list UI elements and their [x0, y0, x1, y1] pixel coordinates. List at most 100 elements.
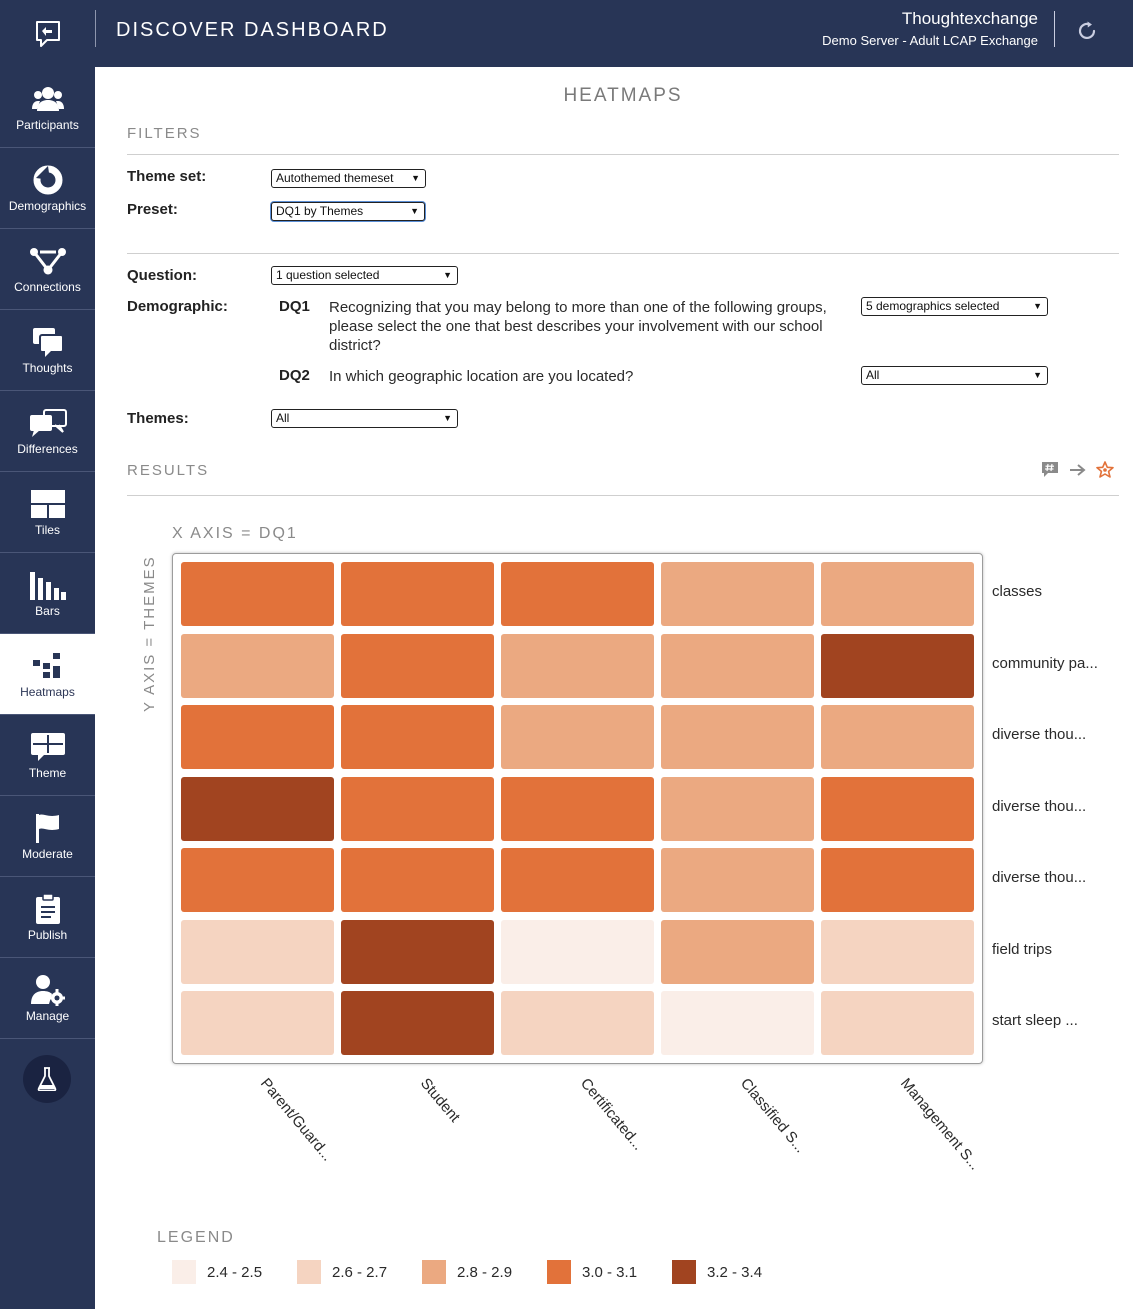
app-title: DISCOVER DASHBOARD [116, 19, 389, 41]
sidebar-item-connections[interactable]: Connections [0, 229, 95, 310]
sidebar-item-moderate[interactable]: Moderate [0, 796, 95, 877]
page-title: HEATMAPS [563, 85, 683, 106]
sidebar-item-label: Participants [16, 118, 79, 132]
sidebar-item-tiles[interactable]: Tiles [0, 472, 95, 553]
sidebar-item-demographics[interactable]: Demographics [0, 148, 95, 229]
heatmap-cell[interactable] [501, 776, 654, 841]
heatmap-cell[interactable] [661, 919, 814, 984]
question-select[interactable]: 1 question selected ▼ [271, 266, 458, 285]
legend-range-label: 3.0 - 3.1 [582, 1263, 638, 1281]
sidebar-item-manage[interactable]: Manage [0, 958, 95, 1039]
legend-item: 3.0 - 3.1 [547, 1260, 637, 1284]
heatmap-cell[interactable] [661, 776, 814, 841]
heatmap-cell[interactable] [341, 705, 494, 769]
heatmap-cell[interactable] [501, 919, 654, 984]
results-heading: RESULTS [127, 462, 210, 479]
arrow-right-icon[interactable] [1069, 463, 1086, 482]
heatmap-row-label: field trips [992, 940, 1053, 958]
heatmap-cell[interactable] [341, 848, 494, 912]
heatmap-cell[interactable] [821, 919, 974, 984]
sidebar-item-label: Connections [14, 280, 81, 294]
sidebar-item-label: Bars [35, 604, 60, 618]
comment-hash-icon[interactable] [1041, 461, 1059, 483]
heatmap-cell[interactable] [501, 848, 654, 912]
heatmap-cell[interactable] [821, 705, 974, 769]
legend-swatch [172, 1260, 196, 1284]
legend-swatch [672, 1260, 696, 1284]
sidebar-item-thoughts[interactable]: Thoughts [0, 310, 95, 391]
heatmap-cell[interactable] [501, 562, 654, 626]
heatmap-cell[interactable] [181, 562, 334, 626]
theme-set-select[interactable]: Autothemed themeset ▼ [271, 169, 426, 188]
heatmap-cell[interactable] [821, 991, 974, 1055]
flask-icon[interactable] [23, 1055, 71, 1103]
heatmap-cell[interactable] [341, 991, 494, 1055]
heatmap-cell[interactable] [661, 848, 814, 912]
heatmap-row-label: diverse thou... [992, 869, 1087, 886]
heatmap-cell[interactable] [661, 705, 814, 769]
legend-range-label: 2.4 - 2.5 [207, 1263, 263, 1281]
heatmap-cell[interactable] [661, 991, 814, 1055]
connections-icon [29, 244, 67, 278]
legend-swatch [297, 1260, 321, 1284]
org-info: Thoughtexchange Demo Server - Adult LCAP… [822, 8, 1038, 51]
legend-item: 2.6 - 2.7 [297, 1260, 387, 1284]
preset-value: DQ1 by Themes [276, 204, 364, 218]
question-value: 1 question selected [276, 268, 380, 282]
heatmap-cell[interactable] [341, 633, 494, 698]
top-bar: DISCOVER DASHBOARD Thoughtexchange Demo … [0, 0, 1133, 67]
dq1-code: DQ1 [279, 298, 310, 315]
heatmap-cell[interactable] [181, 705, 334, 769]
results-actions [1041, 461, 1115, 483]
heatmap-cell[interactable] [821, 776, 974, 841]
results-divider [127, 495, 1119, 496]
bars-icon [29, 568, 66, 602]
heatmap-cell[interactable] [501, 705, 654, 769]
manage-user-gear-icon [30, 973, 65, 1007]
main-content: HEATMAPS FILTERS Theme set: Autothemed t… [95, 67, 1133, 1309]
sidebar-item-theme[interactable]: Theme [0, 715, 95, 796]
sidebar-item-participants[interactable]: Participants [0, 67, 95, 148]
server-name: Demo Server - Adult LCAP Exchange [822, 33, 1038, 48]
sidebar-item-label: Publish [27, 928, 68, 942]
demographics-icon [32, 163, 64, 197]
heatmap-cell[interactable] [341, 776, 494, 841]
dq2-select[interactable]: All ▼ [861, 366, 1048, 385]
dq2-value: All [866, 368, 880, 382]
heatmap-cell[interactable] [821, 848, 974, 912]
header-divider [95, 10, 96, 47]
heatmap-cell[interactable] [501, 991, 654, 1055]
refresh-icon[interactable] [1074, 18, 1100, 44]
heatmap-cell[interactable] [821, 633, 974, 698]
heatmap-cell[interactable] [181, 848, 334, 912]
sidebar-item-heatmaps[interactable]: Heatmaps [0, 634, 95, 715]
heatmap-cell[interactable] [661, 633, 814, 698]
sidebar-item-differences[interactable]: Differences [0, 391, 95, 472]
legend-title: LEGEND [157, 1229, 235, 1246]
preset-select[interactable]: DQ1 by Themes ▼ [271, 202, 425, 221]
star-icon[interactable] [1096, 461, 1114, 483]
legend-swatch [547, 1260, 571, 1284]
heatmap-cell[interactable] [661, 562, 814, 626]
dropdown-arrow-icon: ▼ [411, 173, 420, 183]
dq1-select[interactable]: 5 demographics selected ▼ [861, 297, 1048, 316]
heatmap-cell[interactable] [341, 562, 494, 626]
heatmap-cell[interactable] [181, 991, 334, 1055]
discover-logo-icon[interactable] [0, 0, 95, 67]
heatmap-row-label: diverse thou... [992, 726, 1087, 743]
heatmap-cell[interactable] [181, 633, 334, 698]
dropdown-arrow-icon: ▼ [443, 413, 452, 423]
sidebar-item-publish[interactable]: Publish [0, 877, 95, 958]
heatmap-cell[interactable] [821, 562, 974, 626]
heatmap-cell[interactable] [181, 776, 334, 841]
themes-select[interactable]: All ▼ [271, 409, 458, 428]
legend-item: 3.2 - 3.4 [672, 1260, 762, 1284]
legend-swatch [422, 1260, 446, 1284]
differences-icon [29, 406, 67, 440]
heatmap-cell[interactable] [341, 919, 494, 984]
sidebar-item-label: Manage [25, 1009, 70, 1023]
heatmaps-icon [32, 649, 63, 683]
sidebar-item-bars[interactable]: Bars [0, 553, 95, 634]
heatmap-cell[interactable] [181, 919, 334, 984]
heatmap-cell[interactable] [501, 633, 654, 698]
